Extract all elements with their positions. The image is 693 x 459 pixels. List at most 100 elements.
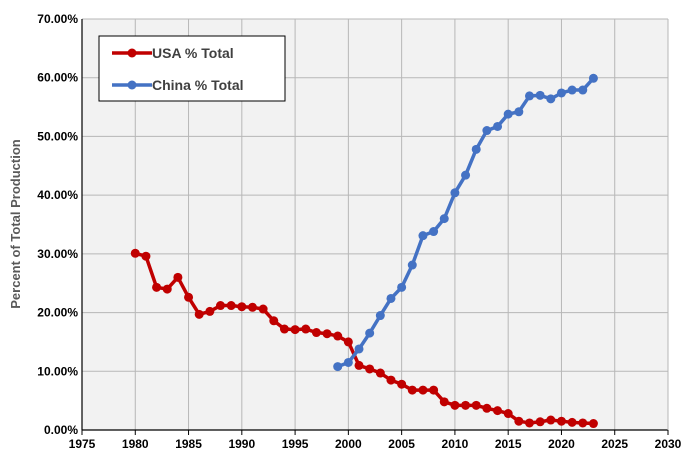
data-point-china	[418, 231, 428, 241]
data-point-usa	[205, 306, 215, 316]
data-point-usa	[578, 418, 588, 428]
data-point-usa	[375, 368, 385, 378]
y-tick-label: 50.00%	[37, 129, 78, 143]
data-point-china	[524, 91, 534, 101]
series-layer	[130, 73, 598, 429]
x-tick-label: 2015	[495, 437, 522, 451]
data-point-usa	[429, 385, 439, 395]
data-point-usa	[322, 329, 332, 339]
y-tick-label: 10.00%	[37, 364, 78, 378]
data-point-china	[386, 293, 396, 303]
data-point-china	[514, 107, 524, 117]
data-point-china	[503, 109, 513, 119]
y-tick-label: 20.00%	[37, 306, 78, 320]
legend-marker-china	[127, 80, 137, 90]
x-tick-label: 2025	[601, 437, 628, 451]
data-point-usa	[535, 417, 545, 427]
data-point-usa	[141, 251, 151, 261]
y-tick-label: 60.00%	[37, 71, 78, 85]
y-tick-label: 40.00%	[37, 188, 78, 202]
data-point-usa	[386, 375, 396, 385]
data-point-china	[354, 344, 364, 354]
data-point-china	[429, 227, 439, 237]
data-point-usa	[184, 292, 194, 302]
data-point-china	[343, 357, 353, 367]
data-point-usa	[301, 324, 311, 334]
data-point-usa	[567, 417, 577, 427]
data-point-china	[471, 144, 481, 154]
x-axis-ticks: 1975 1980 1985 1990 1995 2000 2005 2010 2015 2020…	[69, 430, 682, 451]
data-point-china	[365, 328, 375, 338]
data-point-usa	[482, 403, 492, 413]
data-point-china	[535, 90, 545, 100]
data-point-china	[333, 362, 343, 372]
data-point-usa	[365, 364, 375, 374]
data-point-china	[450, 188, 460, 198]
data-point-usa	[130, 248, 140, 258]
data-point-usa	[311, 328, 321, 338]
legend-box	[98, 35, 286, 102]
data-point-china	[461, 170, 471, 180]
data-point-usa	[162, 284, 172, 294]
legend-label-china: China % Total	[152, 77, 244, 93]
data-point-china	[439, 214, 449, 224]
data-point-usa	[194, 309, 204, 319]
data-point-usa	[471, 400, 481, 410]
data-point-usa	[493, 406, 503, 416]
series-china	[333, 73, 598, 372]
data-point-usa	[556, 416, 566, 426]
x-tick-label: 1990	[228, 437, 255, 451]
data-point-usa	[354, 360, 364, 370]
data-point-usa	[503, 409, 513, 419]
data-point-usa	[407, 385, 417, 395]
data-point-usa	[418, 385, 428, 395]
y-axis-ticks: 0.00% 10.00% 20.00% 30.00% 40.00% 50.00% 60.00…	[37, 12, 78, 437]
data-point-china	[546, 94, 556, 104]
x-tick-label: 2010	[442, 437, 469, 451]
data-point-usa	[546, 415, 556, 425]
data-point-usa	[333, 331, 343, 341]
y-tick-label: 30.00%	[37, 247, 78, 261]
data-point-china	[567, 85, 577, 95]
x-tick-label: 2030	[655, 437, 682, 451]
data-point-usa	[450, 400, 460, 410]
data-point-china	[578, 85, 588, 95]
x-tick-label: 2000	[335, 437, 362, 451]
data-point-usa	[173, 272, 183, 282]
data-point-usa	[216, 301, 226, 311]
x-tick-label: 1985	[175, 437, 202, 451]
legend: USA % Total China % Total	[98, 35, 286, 102]
y-tick-label: 0.00%	[44, 423, 78, 437]
data-point-usa	[588, 419, 598, 429]
x-tick-label: 2005	[388, 437, 415, 451]
y-tick-label: 70.00%	[37, 12, 78, 26]
data-point-china	[493, 121, 503, 131]
data-point-usa	[524, 418, 534, 428]
y-axis-title: Percent of Total Production	[8, 139, 23, 309]
data-point-usa	[439, 397, 449, 407]
data-point-usa	[226, 301, 236, 311]
data-point-usa	[269, 316, 279, 326]
x-tick-label: 1995	[282, 437, 309, 451]
x-tick-label: 2020	[548, 437, 575, 451]
legend-label-usa: USA % Total	[152, 45, 234, 61]
data-point-china	[482, 126, 492, 136]
data-point-usa	[514, 416, 524, 426]
series-usa	[130, 248, 598, 429]
data-point-china	[588, 73, 598, 83]
data-point-usa	[290, 325, 300, 335]
data-point-china	[397, 282, 407, 292]
data-point-usa	[258, 304, 268, 314]
data-point-usa	[461, 400, 471, 410]
data-point-china	[375, 311, 385, 321]
data-point-usa	[237, 302, 247, 312]
x-tick-label: 1975	[69, 437, 96, 451]
data-point-china	[556, 88, 566, 98]
data-point-china	[407, 260, 417, 270]
data-point-usa	[279, 324, 289, 334]
data-point-usa	[343, 337, 353, 347]
legend-marker-usa	[127, 48, 137, 58]
x-tick-label: 1980	[122, 437, 149, 451]
data-point-usa	[397, 379, 407, 389]
